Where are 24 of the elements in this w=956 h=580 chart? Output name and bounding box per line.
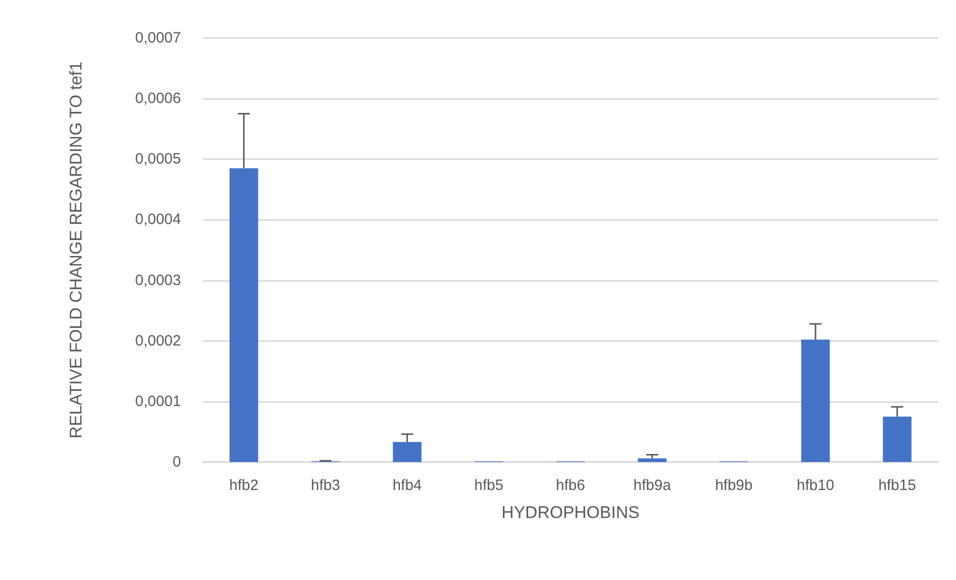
x-tick-label: hfb15: [878, 477, 916, 494]
x-tick-label: hfb5: [474, 477, 504, 494]
x-tick-label: hfb3: [310, 477, 340, 494]
bar: [638, 458, 666, 462]
x-tick-label: hfb9b: [715, 477, 753, 494]
x-tick-label: hfb9a: [633, 477, 672, 494]
y-tick-label: 0,0004: [135, 211, 181, 228]
x-tick-label: hfb10: [796, 477, 834, 494]
bar: [392, 442, 422, 462]
y-tick-label: 0,0001: [135, 392, 181, 410]
y-tick-label: 0,0005: [135, 150, 181, 168]
bar: [230, 168, 258, 462]
y-tick-label: 0,0006: [135, 90, 181, 108]
x-tick-label: hfb6: [556, 477, 586, 494]
x-tick-label: hfb4: [392, 477, 422, 494]
y-tick-label: 0: [172, 454, 181, 470]
y-tick-label: 0,0002: [135, 332, 181, 350]
x-axis-title: HYDROPHOBINS: [502, 503, 640, 522]
y-tick-label: 0,0007: [135, 30, 181, 46]
y-tick-label: 0,0003: [135, 272, 181, 289]
x-tick-label: hfb2: [229, 477, 258, 494]
bar: [882, 416, 912, 462]
y-axis-title: RELATIVE FOLD CHANGE REGARDING TO tef1: [66, 62, 86, 438]
bar: [801, 340, 830, 462]
